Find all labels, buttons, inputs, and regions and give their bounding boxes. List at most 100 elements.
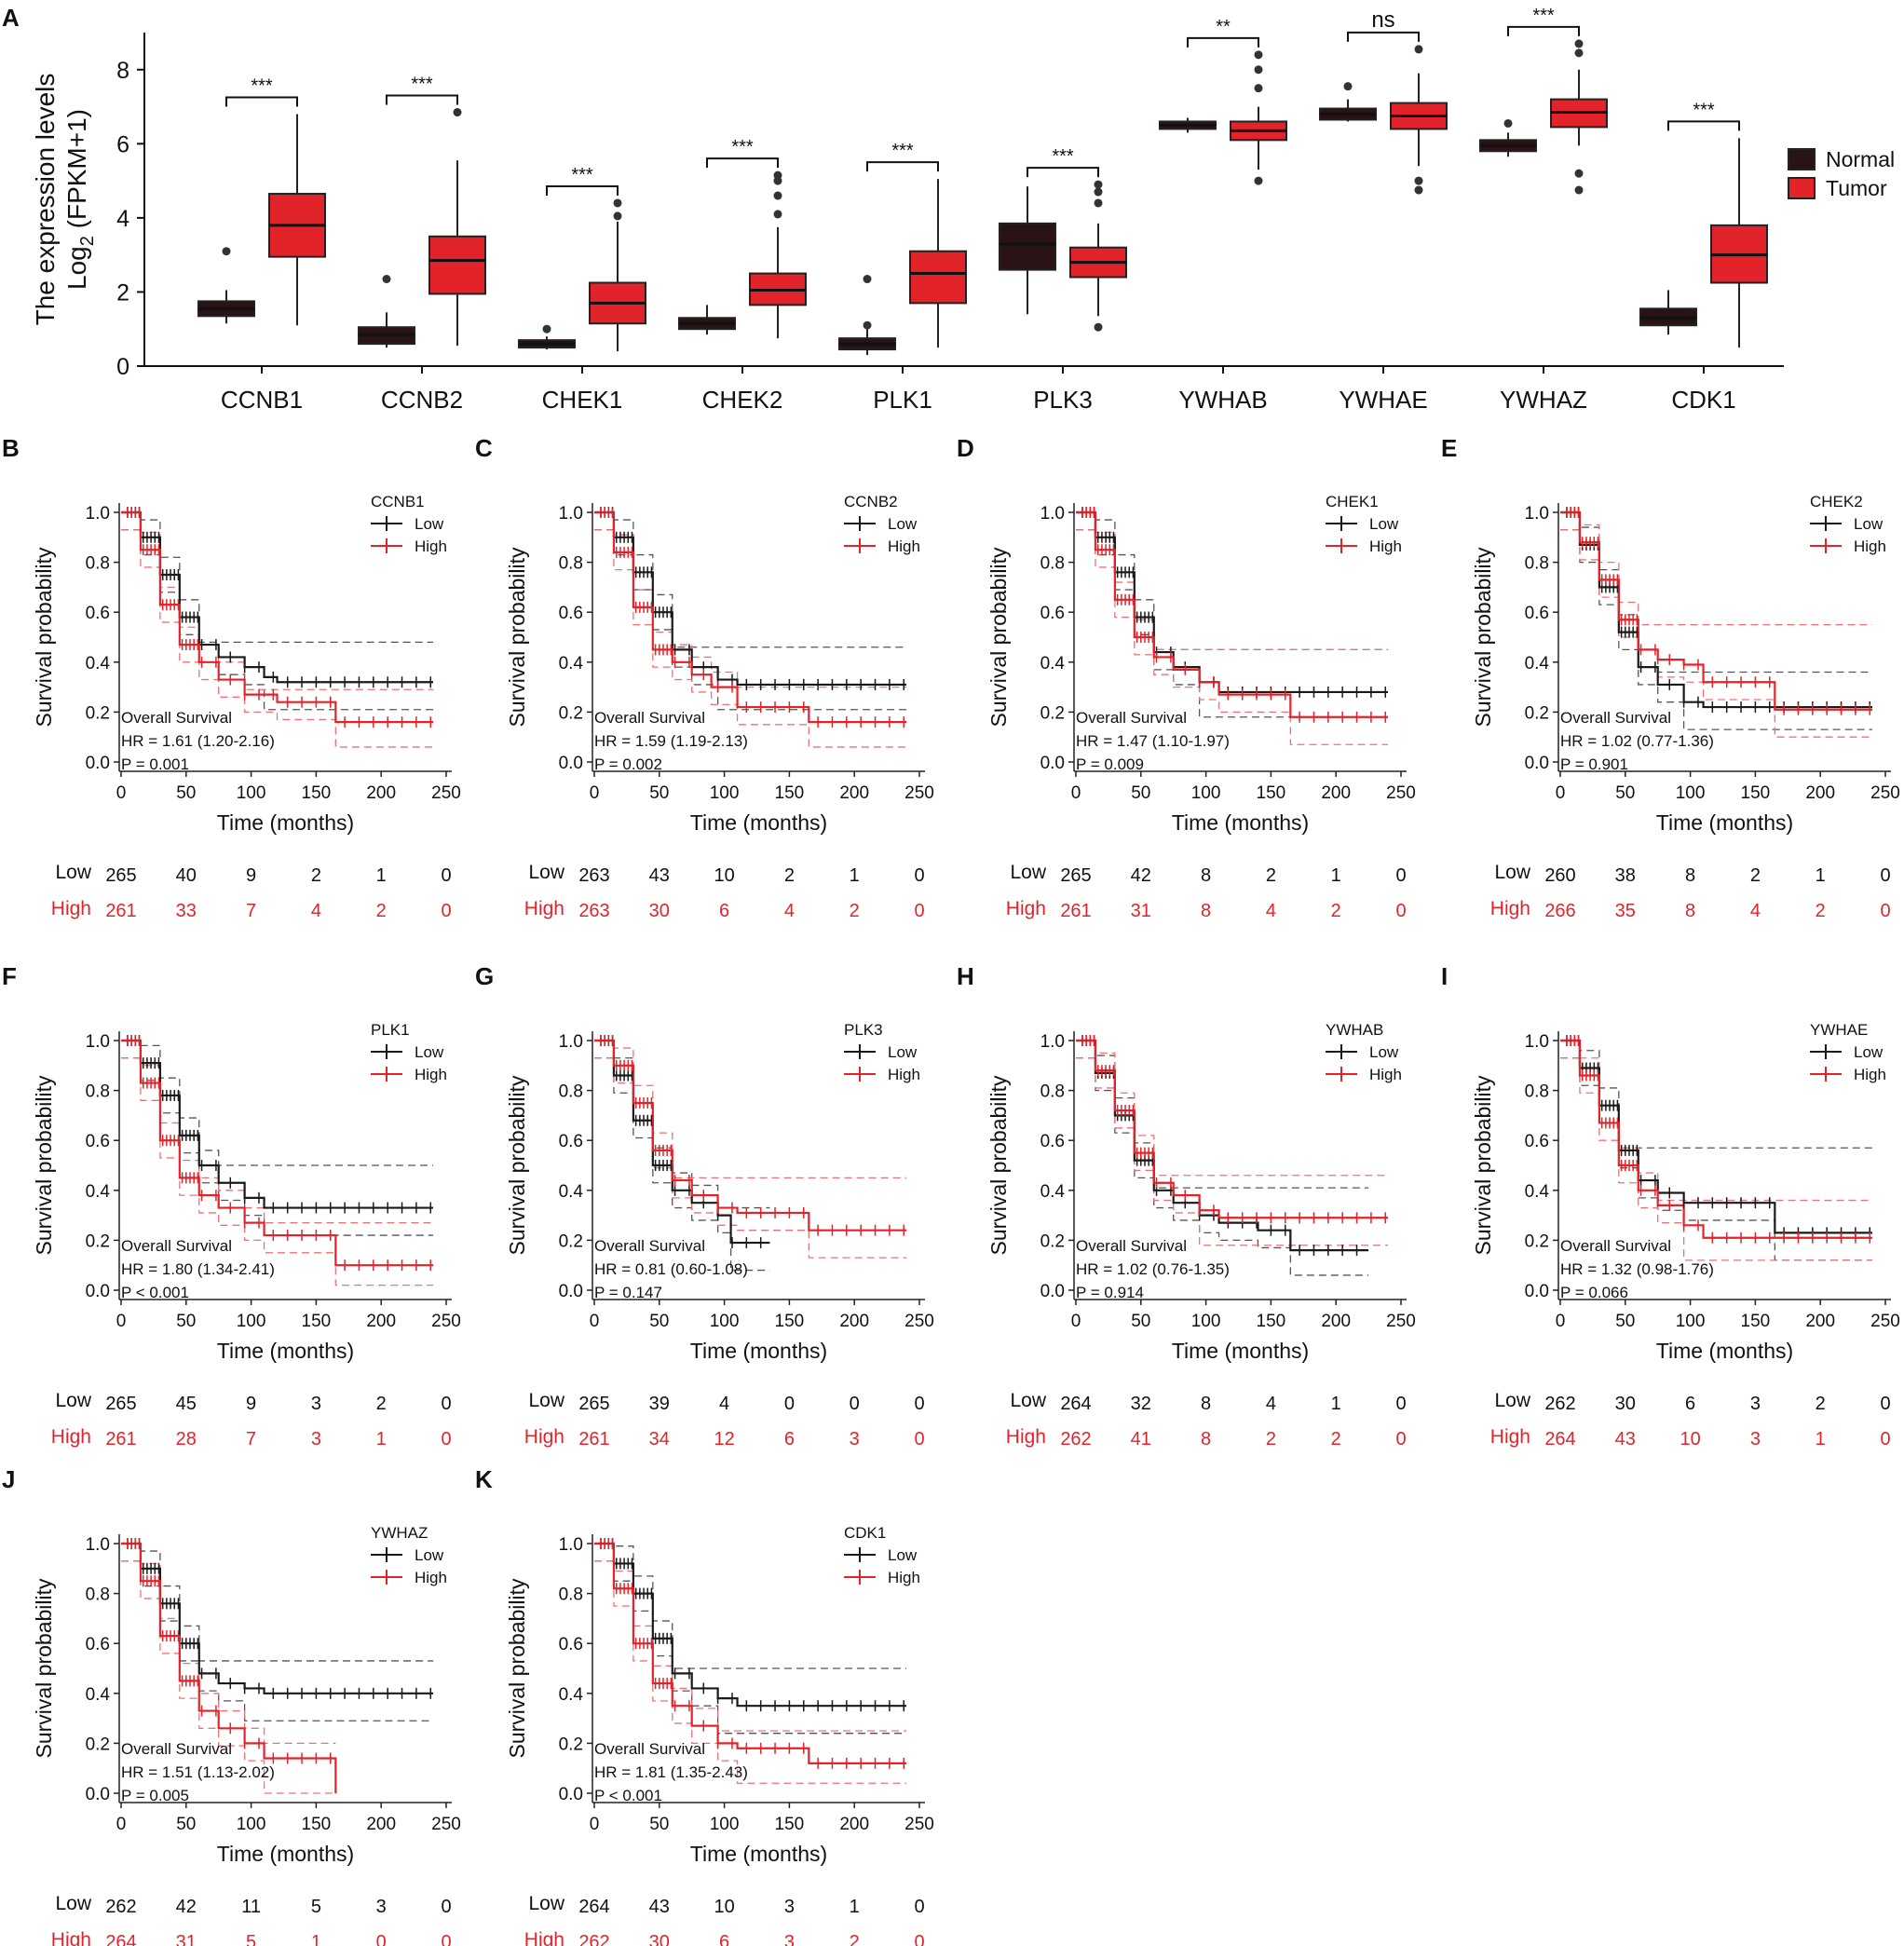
significance-bracket bbox=[1507, 25, 1580, 36]
km-x-tick-label: 250 bbox=[904, 783, 934, 803]
risk-low-value: 43 bbox=[649, 1897, 670, 1917]
km-y-tick-label: 0.0 bbox=[559, 754, 583, 773]
km-legend-title: CCNB1 bbox=[371, 493, 425, 510]
km-stat-line: P = 0.914 bbox=[1076, 1284, 1144, 1301]
category-label-ywhab: YWHAB bbox=[1178, 386, 1267, 414]
km-stat-line: Overall Survival bbox=[1560, 1237, 1671, 1255]
high-ci-lower bbox=[594, 1560, 907, 1784]
km-y-tick-label: 1.0 bbox=[559, 504, 583, 524]
km-x-tick-label: 50 bbox=[176, 1312, 196, 1331]
km-x-tick-label: 150 bbox=[1741, 783, 1771, 803]
high-ci-lower bbox=[121, 1560, 336, 1794]
risk-label-high: High bbox=[524, 1929, 564, 1946]
significance-mark: *** bbox=[731, 137, 754, 157]
box-tumor-ywhae-outlier bbox=[1414, 45, 1423, 54]
risk-high-value: 1 bbox=[376, 1429, 387, 1449]
km-y-tick-label: 0.6 bbox=[1525, 604, 1549, 623]
risk-low-value: 38 bbox=[1615, 865, 1636, 886]
risk-low-value: 263 bbox=[578, 865, 609, 886]
km-x-tick-label: 200 bbox=[366, 1312, 396, 1331]
risk-low-value: 30 bbox=[1615, 1394, 1636, 1414]
km-stat-line: Overall Survival bbox=[594, 1740, 705, 1758]
risk-low-value: 265 bbox=[578, 1394, 609, 1414]
risk-high-value: 0 bbox=[441, 1429, 451, 1449]
category-label-cdk1: CDK1 bbox=[1671, 386, 1735, 414]
category-label-ccnb1: CCNB1 bbox=[221, 386, 303, 414]
risk-low-value: 10 bbox=[714, 865, 734, 886]
km-y-tick-label: 1.0 bbox=[86, 1535, 110, 1555]
risk-low-value: 0 bbox=[1880, 1394, 1890, 1414]
high-ci-upper bbox=[1076, 1040, 1389, 1177]
km-y-tick-label: 1.0 bbox=[1040, 1032, 1065, 1052]
risk-label-high: High bbox=[1006, 1426, 1046, 1448]
risk-low-value: 2 bbox=[1816, 1394, 1826, 1414]
y-axis-label-sub: 2 bbox=[77, 236, 98, 246]
box-tumor-chek2-outlier bbox=[773, 191, 782, 200]
legend-tumor-label: Tumor bbox=[1826, 176, 1887, 200]
km-stat-line: P = 0.001 bbox=[121, 755, 189, 773]
risk-low-value: 1 bbox=[1331, 1394, 1341, 1414]
panel-label-A: A bbox=[2, 4, 20, 32]
km-y-tick-label: 1.0 bbox=[1525, 1032, 1549, 1052]
risk-low-value: 3 bbox=[1750, 1394, 1761, 1414]
risk-low-value: 43 bbox=[649, 865, 670, 886]
low-ci-upper bbox=[594, 511, 907, 648]
risk-low-value: 42 bbox=[176, 1897, 197, 1917]
km-x-tick-label: 0 bbox=[1071, 1312, 1081, 1331]
km-x-tick-label: 150 bbox=[775, 1815, 805, 1834]
km-y-tick-label: 0.2 bbox=[559, 1735, 583, 1754]
km-legend-low-label: Low bbox=[1369, 1043, 1399, 1061]
risk-low-value: 0 bbox=[441, 1394, 451, 1414]
km-x-tick-label: 50 bbox=[1615, 1312, 1635, 1331]
km-y-axis-label: Survival probability bbox=[986, 547, 1011, 728]
km-x-tick-label: 100 bbox=[710, 1815, 740, 1834]
box-normal-ccnb1-outlier bbox=[222, 247, 231, 256]
km-y-tick-label: 0.8 bbox=[86, 1082, 110, 1102]
km-x-tick-label: 200 bbox=[1321, 1312, 1351, 1331]
km-x-tick-label: 250 bbox=[1870, 783, 1900, 803]
km-legend-high-label: High bbox=[888, 1066, 920, 1083]
km-stat-line: Overall Survival bbox=[121, 1237, 232, 1255]
risk-low-value: 3 bbox=[376, 1897, 387, 1917]
km-x-tick-label: 200 bbox=[366, 783, 396, 803]
low-ci-lower bbox=[121, 1560, 434, 1721]
km-y-tick-label: 1.0 bbox=[1040, 504, 1065, 524]
km-x-axis-label: Time (months) bbox=[690, 810, 827, 835]
km-x-tick-label: 200 bbox=[1321, 783, 1351, 803]
risk-low-value: 262 bbox=[105, 1897, 136, 1917]
risk-label-low: Low bbox=[528, 1893, 564, 1914]
km-legend-high-label: High bbox=[1369, 1066, 1402, 1083]
km-x-tick-label: 0 bbox=[590, 1312, 600, 1331]
box-tumor-chek2-outlier bbox=[773, 170, 782, 180]
low-ci-lower bbox=[594, 529, 907, 711]
risk-high-value: 3 bbox=[784, 1932, 795, 1946]
risk-label-high: High bbox=[1490, 1426, 1530, 1448]
risk-low-value: 2 bbox=[311, 865, 321, 886]
significance-mark: *** bbox=[1052, 146, 1074, 167]
km-x-tick-label: 50 bbox=[649, 783, 669, 803]
risk-low-value: 3 bbox=[784, 1897, 795, 1917]
km-y-tick-label: 0.4 bbox=[1040, 1182, 1066, 1202]
box-normal-ccnb2-outlier bbox=[382, 275, 391, 284]
km-x-tick-label: 0 bbox=[116, 783, 127, 803]
km-x-tick-label: 250 bbox=[904, 1312, 934, 1331]
box-normal-ywhae bbox=[1319, 82, 1377, 122]
km-panel-plk3: G 0.0 0.2 0.4 0.6 0.8 1.0 0 50 100 150 200 250 Time (… bbox=[475, 962, 934, 1449]
km-y-tick-label: 0.6 bbox=[86, 604, 110, 623]
km-x-tick-label: 150 bbox=[1257, 1312, 1286, 1331]
risk-low-value: 3 bbox=[311, 1394, 321, 1414]
km-stat-line: HR = 1.51 (1.13-2.02) bbox=[121, 1763, 275, 1781]
km-x-tick-label: 150 bbox=[302, 1815, 332, 1834]
risk-high-value: 261 bbox=[1060, 901, 1091, 921]
risk-low-value: 0 bbox=[784, 1394, 795, 1414]
risk-label-low: Low bbox=[528, 1390, 564, 1411]
risk-high-value: 31 bbox=[1131, 901, 1151, 921]
high-ci-lower bbox=[121, 1057, 434, 1286]
km-legend-title: YWHAE bbox=[1810, 1021, 1868, 1039]
high-ci-lower bbox=[1076, 529, 1389, 745]
box-tumor-plk3-outlier bbox=[1094, 180, 1103, 189]
risk-high-value: 2 bbox=[1816, 901, 1826, 921]
km-y-tick-label: 1.0 bbox=[559, 1032, 583, 1052]
